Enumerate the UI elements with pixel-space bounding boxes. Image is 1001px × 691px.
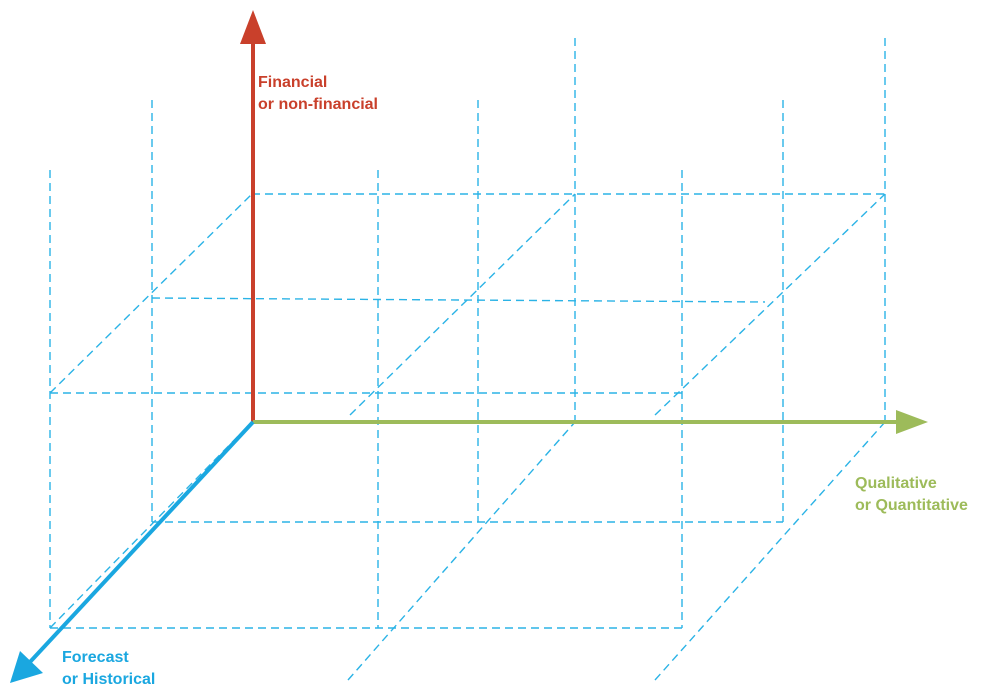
- grid-line: [654, 421, 886, 681]
- vertical-axis-label-line1: Financial: [258, 74, 328, 91]
- grid-line: [654, 193, 886, 416]
- horizontal-axis-label-line1: Qualitative: [855, 475, 937, 492]
- grid-line: [49, 193, 253, 394]
- grid-line: [151, 297, 766, 303]
- vertical-axis-label: Financial or non-financial: [258, 72, 378, 116]
- dashed-grid: [49, 38, 886, 681]
- horizontal-axis-label: Qualitative or Quantitative: [855, 473, 968, 517]
- horizontal-axis-label-line2: or Quantitative: [855, 497, 968, 514]
- depth-axis-label-line2: or Historical: [62, 671, 156, 688]
- depth-axis-arrowhead: [10, 651, 43, 683]
- grid-line: [347, 421, 576, 681]
- axes: [10, 10, 928, 683]
- vertical-axis-label-line2: or non-financial: [258, 96, 378, 113]
- depth-axis-label: Forecast or Historical: [62, 647, 155, 691]
- depth-axis-label-line1: Forecast: [62, 649, 129, 666]
- horizontal-axis-arrowhead: [896, 410, 928, 434]
- depth-axis-line: [28, 420, 255, 664]
- grid-line: [349, 193, 576, 416]
- grid-line: [49, 421, 253, 629]
- vertical-axis-arrowhead: [240, 10, 266, 44]
